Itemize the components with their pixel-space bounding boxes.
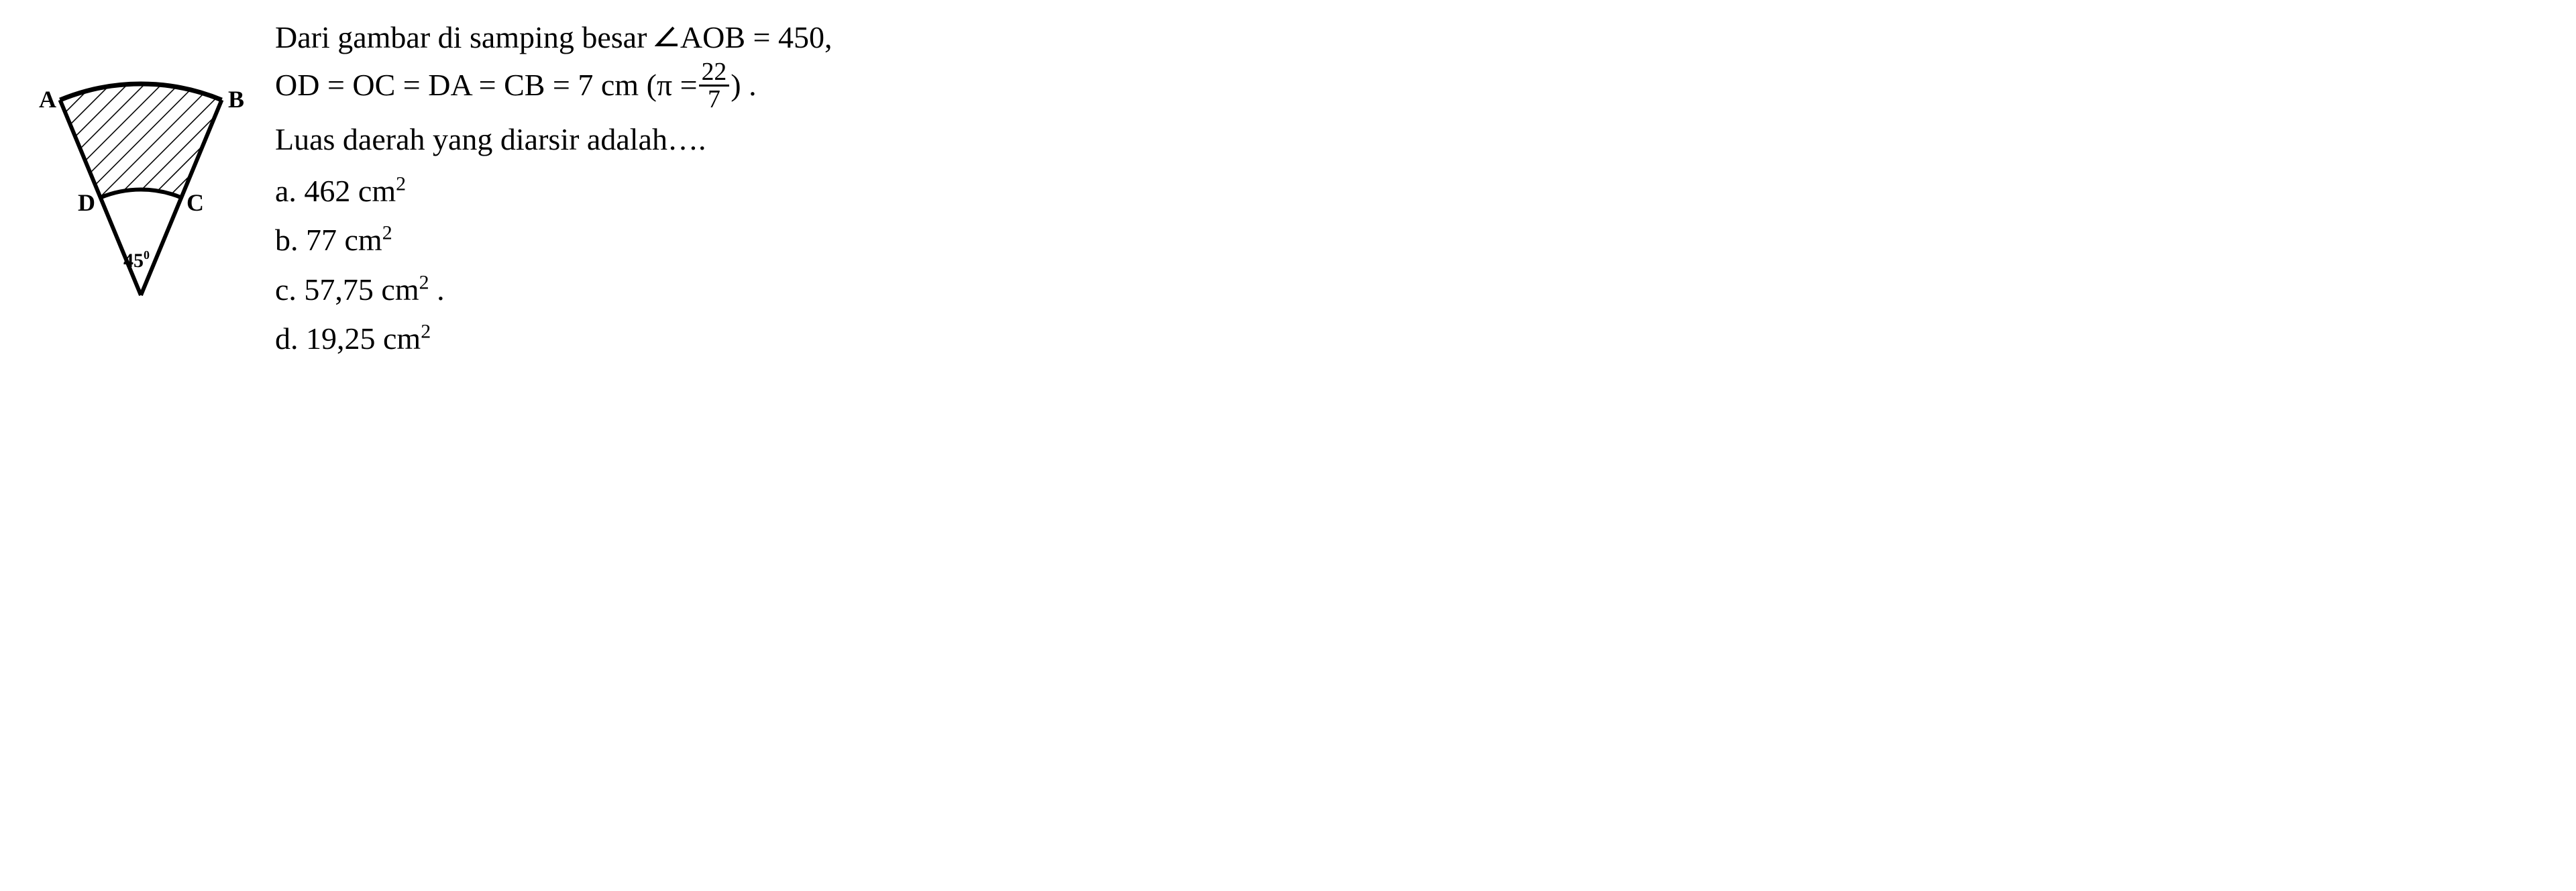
problem-text: Dari gambar di samping besar AOB = 450, …	[275, 13, 2549, 362]
fraction-denominator: 7	[705, 87, 723, 112]
superscript: 2	[382, 222, 392, 244]
fraction-numerator: 22	[699, 59, 730, 87]
fraction-22-7: 227	[699, 59, 730, 113]
text-segment: Dari gambar di samping besar	[275, 20, 655, 54]
option-a: a. 462 cm2	[275, 167, 2549, 215]
text-segment: ) .	[731, 68, 756, 102]
geometry-figure: 450 A B D C	[27, 13, 255, 309]
angle-symbol	[655, 25, 680, 48]
label-C: C	[186, 189, 204, 216]
trailing-dot: .	[437, 272, 445, 307]
text-segment: OD = OC = DA = CB = 7 cm (π =	[275, 68, 698, 102]
options-list: a. 462 cm2 b. 77 cm2 c. 57,75 cm2 . d. 1…	[275, 167, 2549, 362]
option-text: a. 462 cm	[275, 174, 396, 208]
superscript: 2	[419, 271, 429, 293]
label-B: B	[228, 86, 244, 113]
text-segment: AOB	[680, 20, 745, 54]
label-A: A	[39, 86, 56, 113]
problem-line-2: OD = OC = DA = CB = 7 cm (π =227) .	[275, 61, 2549, 115]
label-D: D	[78, 189, 95, 216]
option-text: b. 77 cm	[275, 223, 382, 257]
option-text: c. 57,75 cm	[275, 272, 419, 307]
superscript: 2	[421, 321, 431, 343]
problem-line-1: Dari gambar di samping besar AOB = 450,	[275, 13, 2549, 61]
option-c: c. 57,75 cm2 .	[275, 266, 2549, 313]
option-d: d. 19,25 cm2	[275, 315, 2549, 362]
text-segment: = 450,	[745, 20, 832, 54]
trailing-dot	[429, 272, 437, 307]
option-b: b. 77 cm2	[275, 216, 2549, 264]
option-text: d. 19,25 cm	[275, 321, 421, 356]
superscript: 2	[396, 173, 406, 195]
problem-line-3: Luas daerah yang diarsir adalah….	[275, 115, 2549, 163]
